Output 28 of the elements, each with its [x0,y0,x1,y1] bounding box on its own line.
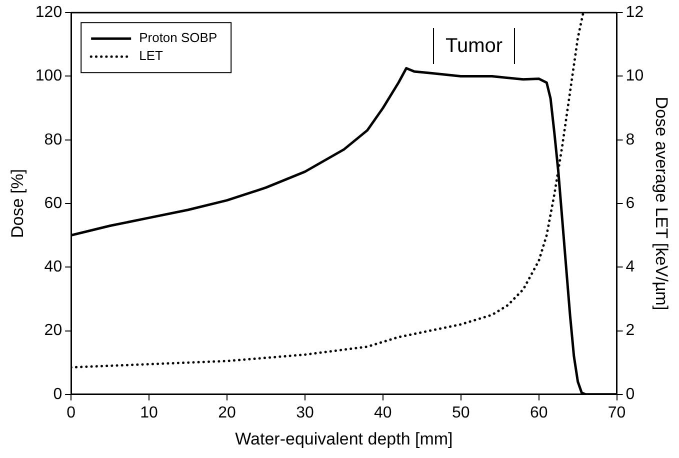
y-tick-label: 60 [44,194,62,212]
y2-tick-label: 0 [626,386,635,403]
y-axis-title: Dose [%] [8,169,27,238]
y-tick-label: 120 [35,4,62,22]
x-tick-label: 20 [218,404,236,422]
y2-tick-label: 10 [626,68,644,85]
x-tick-label: 0 [66,404,76,422]
x-axis-title: Water-equivalent depth [mm] [235,429,453,448]
y2-axis-title: Dose average LET [keV/µm] [652,96,672,310]
y-tick-label: 100 [35,68,62,85]
x-tick-label: 50 [452,404,470,422]
y-tick-label: 40 [44,258,62,276]
y2-tick-label: 4 [626,258,635,276]
y-tick-label: 80 [44,131,62,148]
y2-tick-label: 2 [626,322,635,340]
legend-label: Proton SOBP [139,30,218,46]
y-tick-label: 20 [44,322,62,340]
legend-label: LET [139,48,163,64]
y2-tick-label: 8 [626,131,635,148]
x-tick-label: 40 [374,404,392,422]
x-tick-label: 10 [140,404,158,422]
y2-tick-label: 12 [626,4,644,22]
x-tick-label: 60 [530,404,548,422]
x-tick-label: 70 [608,404,626,422]
x-tick-label: 30 [296,404,314,422]
y2-tick-label: 6 [626,194,635,212]
y-tick-label: 0 [53,386,62,403]
bracket: Tumor [433,28,515,64]
